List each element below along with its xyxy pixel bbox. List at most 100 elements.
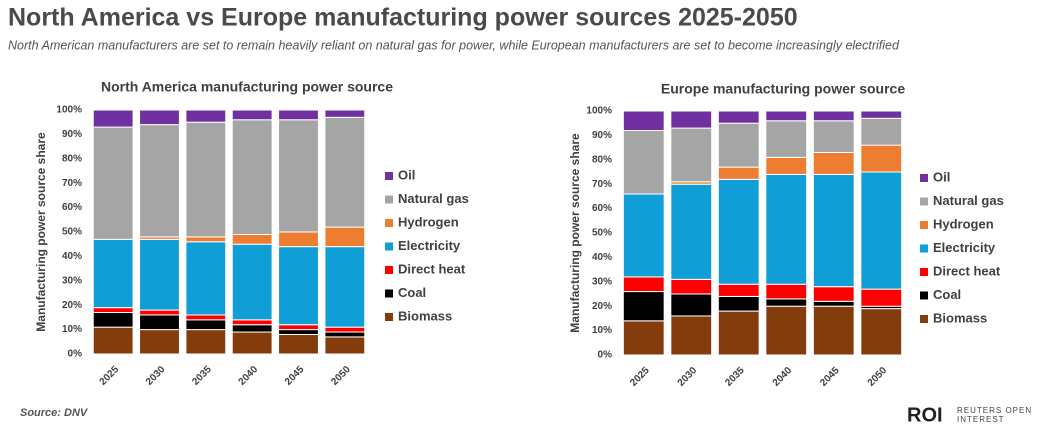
bar-segment — [185, 314, 227, 321]
legend-swatch — [920, 197, 928, 206]
bar-segment — [185, 121, 227, 238]
bar-segment — [812, 151, 855, 175]
y-tick-label: 100% — [56, 105, 82, 116]
bar-segment — [717, 166, 760, 180]
legend-swatch — [920, 244, 928, 253]
bar-segment — [231, 233, 273, 245]
legend-swatch — [385, 313, 393, 321]
x-tick-label: 2040 — [771, 365, 795, 389]
y-tick-label: 80% — [592, 154, 612, 165]
bar-segment — [278, 109, 319, 121]
bar-segment — [278, 324, 319, 331]
x-tick-label: 2050 — [866, 365, 890, 389]
bar-segment — [717, 178, 760, 285]
bar-segment — [92, 307, 134, 314]
y-tick-label: 20% — [62, 300, 82, 311]
legend-label: Biomass — [933, 310, 987, 325]
bar-segment — [717, 310, 760, 356]
bar-segment — [139, 124, 180, 238]
bar-segment — [670, 293, 713, 317]
bar-segment — [622, 193, 665, 278]
bar-segment — [765, 156, 808, 175]
bar-segment — [860, 117, 903, 146]
bar-segment — [717, 110, 760, 124]
bar-segment — [622, 320, 665, 356]
bar-segment — [324, 226, 366, 248]
legend-label: Biomass — [398, 308, 452, 323]
bar-segment — [812, 110, 855, 122]
bar-segment — [139, 109, 180, 126]
y-tick-label: 30% — [62, 275, 82, 286]
legend-swatch — [385, 195, 393, 204]
source: Source: DNV — [20, 407, 89, 419]
bar-segment — [717, 295, 760, 312]
logo-mark: ROI — [907, 404, 943, 424]
legend-swatch — [920, 315, 928, 323]
bar-segment — [670, 127, 713, 183]
bar-segment — [324, 331, 366, 338]
legend-label: Hydrogen — [398, 214, 459, 229]
bar-segment — [860, 171, 903, 290]
page-title: North America vs Europe manufacturing po… — [8, 4, 798, 32]
y-tick-label: 60% — [62, 202, 82, 213]
legend-swatch — [385, 172, 393, 180]
y-tick-label: 90% — [62, 129, 82, 140]
bar-segment — [717, 283, 760, 297]
x-tick-label: 2045 — [283, 364, 307, 388]
legend-label: Direct heat — [398, 261, 466, 276]
y-tick-label: 10% — [592, 325, 612, 336]
bar-segment — [765, 283, 808, 300]
x-tick-label: 2030 — [676, 365, 700, 389]
x-tick-label: 2040 — [237, 364, 261, 388]
bar-segment — [278, 119, 319, 233]
bar-segment — [92, 126, 134, 240]
bar-segment — [139, 329, 180, 355]
bar-segment — [139, 309, 180, 316]
y-tick-label: 10% — [62, 324, 82, 335]
legend-swatch — [385, 242, 393, 251]
bar-segment — [622, 130, 665, 195]
legend-label: Electricity — [933, 240, 996, 255]
bar-segment — [765, 305, 808, 356]
bar-segment — [139, 238, 180, 311]
bar-segment — [185, 109, 227, 123]
legend-label: Natural gas — [933, 193, 1004, 208]
legend-label: Hydrogen — [933, 216, 994, 231]
bar-segment — [670, 315, 713, 356]
legend-label: Electricity — [398, 238, 461, 253]
bar-segment — [670, 183, 713, 280]
bar-segment — [860, 288, 903, 307]
bar-segment — [324, 116, 366, 228]
legend-label: Oil — [933, 169, 950, 184]
y-tick-label: 30% — [592, 276, 612, 287]
bar-segment — [231, 319, 273, 326]
bar-segment — [185, 236, 227, 243]
bar-segment — [812, 173, 855, 288]
y-tick-label: 20% — [592, 301, 612, 312]
bar-segment — [278, 231, 319, 248]
y-axis-label: Manufacturing power source share — [568, 133, 582, 333]
bar-segment — [812, 305, 855, 356]
x-tick-label: 2025 — [98, 364, 122, 388]
y-tick-label: 40% — [592, 252, 612, 263]
bar-segment — [231, 109, 273, 121]
x-tick-label: 2050 — [329, 364, 353, 388]
bar-segment — [812, 300, 855, 307]
legend-swatch — [920, 268, 928, 276]
bar-segment — [812, 286, 855, 302]
bar-segment — [139, 314, 180, 331]
bar-segment — [765, 120, 808, 158]
bar-segment — [231, 243, 273, 321]
legend-label: Direct heat — [933, 263, 1001, 278]
bar-segment — [92, 238, 134, 309]
bar-segment — [92, 109, 134, 128]
bar-segment — [231, 331, 273, 355]
x-tick-label: 2035 — [723, 365, 747, 389]
y-axis-label: Manufacturing power source share — [34, 132, 48, 332]
bar-segment — [670, 278, 713, 295]
bar-segment — [278, 329, 319, 335]
legend-swatch — [920, 174, 928, 182]
legend-label: Natural gas — [398, 191, 469, 206]
legend-swatch — [385, 289, 393, 298]
